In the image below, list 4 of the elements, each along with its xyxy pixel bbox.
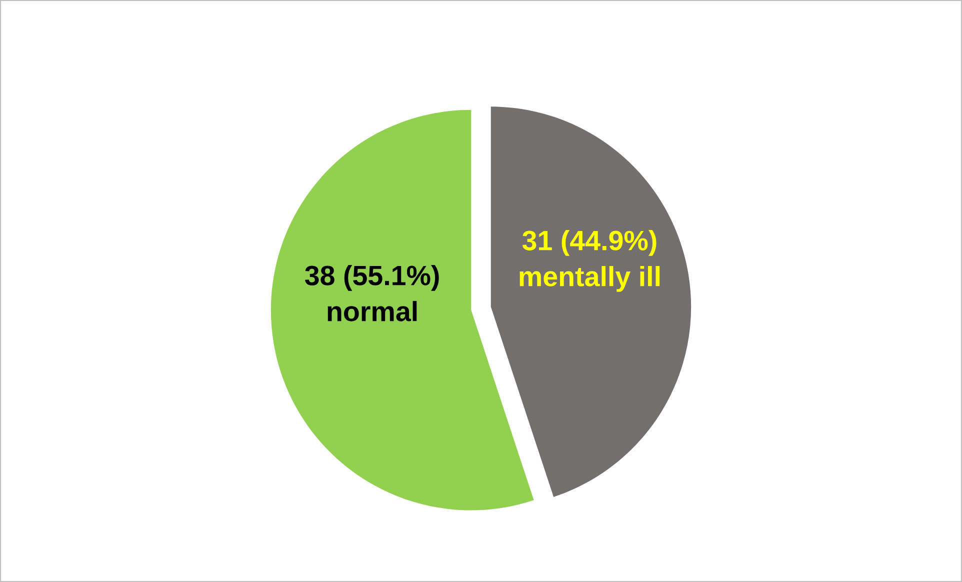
data-label: 31 (44.9%) <box>522 230 656 256</box>
data-label: 38 (55.1%) <box>304 264 439 291</box>
slice-label: normal <box>328 300 417 322</box>
slice-label: mentally ill <box>520 266 660 292</box>
